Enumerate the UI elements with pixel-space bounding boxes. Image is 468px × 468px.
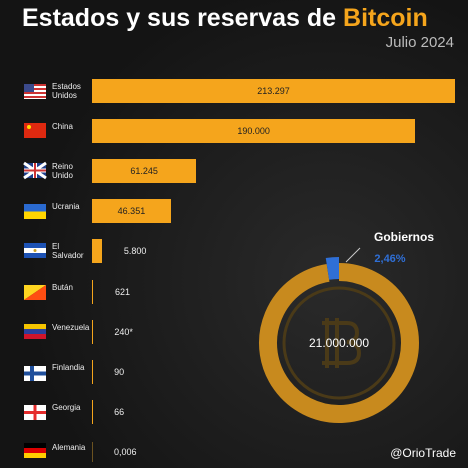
bar [92,119,416,144]
chart-title: Estados y sus reservas de Bitcoin [22,4,428,33]
title-highlight: Bitcoin [343,4,428,32]
segment-title: Gobiernos [374,230,434,244]
category-label: Estados Unidos [52,82,81,100]
subtitle: Julio 2024 [385,34,454,51]
flag-cn [24,123,46,138]
category-label: China [52,122,73,132]
donut-rest [259,263,419,423]
value-label: 66 [114,406,125,417]
flag-fi [24,366,46,381]
flag-ge [24,405,46,420]
bar [92,79,455,103]
value-label: 621 [115,286,131,297]
axis-tick [92,401,93,422]
flag-ve [24,324,46,339]
category-label: Georgia [52,402,81,412]
value-label: 90 [114,366,125,377]
category-label: Alemania [52,442,86,452]
axis-tick [92,361,93,382]
credit: @OrioTrade [390,446,456,460]
value-label: 240* [114,326,133,337]
value-label: 61.245 [130,166,158,177]
flag-uk [23,161,47,180]
value-label: 5.800 [123,246,147,257]
value-label: 0,006 [114,446,137,457]
flag-de [24,443,46,458]
axis-tick [92,441,93,462]
axis-tick [92,321,93,342]
category-label: Bután [52,282,73,292]
category-label: Finlandia [52,362,85,372]
flag-bt [24,285,46,300]
category-label: Ucrania [52,202,80,212]
bitcoin-logo [322,318,362,368]
bitcoin-logo [282,286,396,400]
value-label: 46.351 [117,206,146,217]
flag-sv [24,243,46,258]
bar [92,159,197,184]
category-label: El Salvador [52,242,84,261]
value-label: 213.297 [257,86,290,96]
segment-label: 2,46% [374,253,405,265]
flag-ua [24,204,46,219]
flag-us [24,84,46,99]
leader-line [345,247,361,263]
donut-segment [325,257,340,280]
title-text: Estados y sus reservas de [22,4,337,32]
category-label: Reino Unido [52,162,73,181]
bar [92,239,102,264]
bar [92,199,171,224]
bar [92,279,94,304]
category-label: Venezuela [52,322,90,332]
value-label: 190.000 [237,126,270,137]
center-label: 21.000.000 [309,336,369,350]
